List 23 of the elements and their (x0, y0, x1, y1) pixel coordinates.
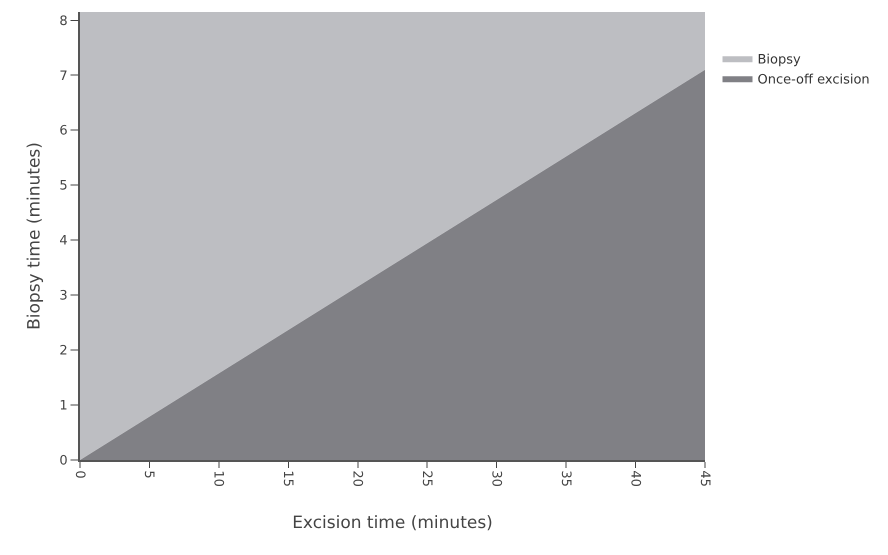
x-tick-label: 5 (141, 470, 156, 479)
y-tick-label: 1 (59, 398, 68, 414)
y-axis-title: Biopsy time (minutes) (24, 142, 44, 330)
x-tick-label: 40 (627, 470, 642, 487)
y-tick-label: 5 (59, 178, 68, 194)
x-tick-label: 10 (210, 470, 226, 487)
x-tick-label: 15 (280, 470, 296, 487)
legend-label: Once-off excision (758, 72, 870, 88)
x-tick-label: 30 (488, 470, 504, 487)
x-tick-label: 0 (72, 470, 87, 479)
y-tick-label: 3 (59, 288, 68, 304)
y-tick-label: 4 (59, 234, 68, 249)
x-tick-label: 45 (696, 470, 712, 487)
y-tick-label: 8 (59, 14, 68, 29)
x-tick-label: 25 (418, 470, 434, 487)
legend-label: Biopsy (758, 52, 802, 68)
y-tick-label: 7 (59, 68, 68, 84)
y-tick-label: 0 (59, 454, 68, 469)
x-axis-title: Excision time (minutes) (292, 512, 493, 533)
y-tick-label: 6 (59, 124, 68, 139)
x-tick-label: 20 (350, 470, 365, 487)
x-tick-label: 35 (558, 470, 573, 487)
y-tick-label: 2 (59, 344, 68, 359)
